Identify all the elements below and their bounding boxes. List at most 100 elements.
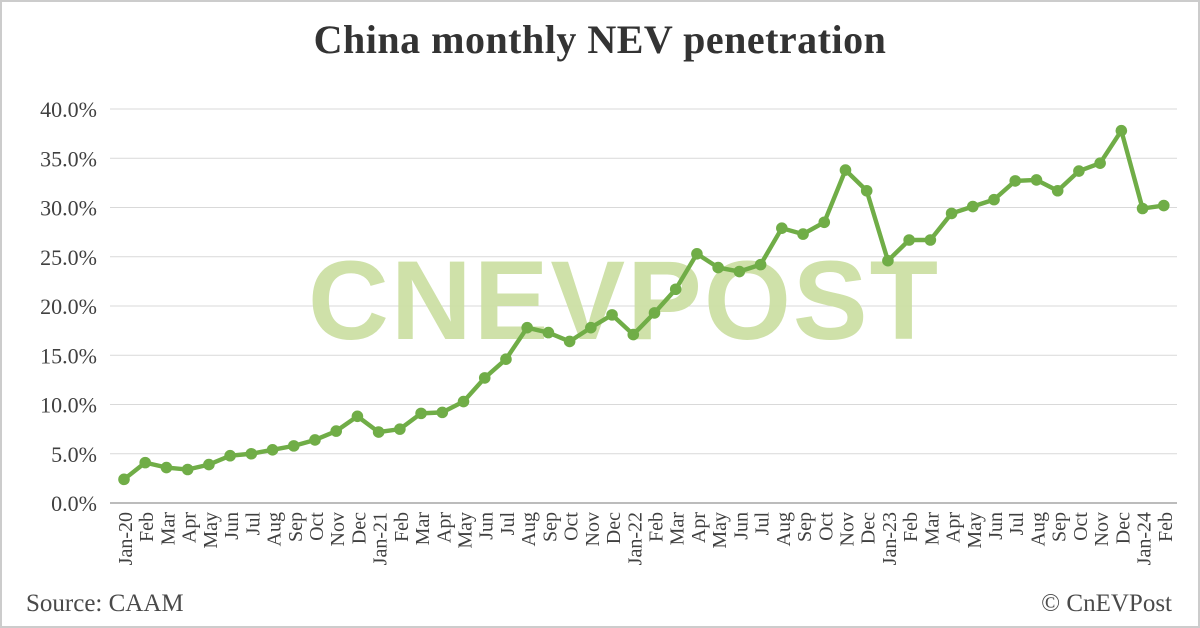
data-point	[521, 321, 533, 334]
data-point	[585, 321, 597, 334]
x-axis-tick-label: Feb	[646, 512, 668, 542]
x-axis-tick-label: Aug	[518, 512, 540, 546]
data-point	[181, 463, 194, 476]
x-axis-tick-label: Nov	[582, 512, 604, 546]
x-axis-tick-label: Feb	[136, 512, 158, 542]
data-point	[1073, 165, 1085, 177]
x-axis-tick-label: Aug	[1027, 512, 1049, 546]
x-axis-tick-label: Apr	[179, 512, 201, 543]
chart-footer: Source: CAAM © CnEVPost	[26, 590, 1172, 618]
x-axis-tick-label: May	[455, 512, 477, 549]
data-point	[500, 353, 512, 365]
x-axis-tick-label: Jan-24	[1134, 512, 1156, 565]
x-axis-tick-label: Mar	[412, 512, 434, 546]
data-point	[330, 425, 343, 437]
x-axis-tick-label: Jul	[1006, 512, 1028, 536]
x-axis-tick-label: Mar	[921, 512, 943, 546]
data-point	[882, 254, 894, 267]
x-axis-tick-label: Dec	[603, 512, 625, 544]
x-axis-tick-label: Nov	[327, 512, 349, 546]
x-axis-tick-label: Mar	[157, 512, 179, 546]
data-point	[945, 207, 958, 220]
x-axis-tick-label: Apr	[433, 512, 455, 543]
y-axis-tick-label: 30.0%	[40, 196, 97, 221]
data-point	[627, 328, 640, 341]
x-axis-tick-label: May	[200, 512, 222, 549]
data-point	[776, 222, 788, 234]
y-axis-tick-label: 10.0%	[40, 393, 97, 418]
x-axis-tick-label: Jun	[221, 512, 243, 540]
x-axis-tick-label: Apr	[688, 512, 710, 543]
data-point	[309, 434, 321, 446]
x-axis-tick-label: Jul	[752, 512, 774, 536]
y-axis-tick-label: 35.0%	[40, 146, 97, 171]
y-axis-tick-label: 0.0%	[51, 491, 97, 516]
data-point	[203, 458, 215, 471]
data-point	[1115, 124, 1128, 137]
data-point	[245, 447, 258, 460]
x-axis-tick-label: Aug	[264, 512, 286, 546]
data-point	[478, 372, 491, 384]
data-point	[394, 423, 406, 435]
x-axis-tick-label: Jun	[730, 512, 752, 540]
data-point	[648, 307, 661, 319]
data-point	[606, 309, 618, 321]
data-point	[118, 473, 130, 486]
data-point	[457, 395, 470, 408]
x-axis-tick-label: Mar	[667, 512, 689, 546]
data-point	[224, 449, 236, 462]
data-point	[691, 247, 703, 260]
data-point	[797, 228, 809, 240]
data-point	[266, 444, 279, 456]
data-point	[563, 335, 576, 348]
y-axis-tick-label: 15.0%	[40, 343, 97, 368]
x-axis-tick-label: Jan-20	[115, 512, 137, 565]
x-axis-tick-label: Feb	[391, 512, 413, 542]
credit-label: © CnEVPost	[1041, 590, 1172, 617]
data-point	[903, 234, 915, 246]
data-point	[139, 456, 152, 469]
data-point	[988, 193, 1000, 206]
data-point	[839, 164, 852, 176]
y-axis-tick-label: 5.0%	[51, 442, 97, 467]
source-label: Source: CAAM	[26, 590, 184, 617]
data-point	[436, 406, 449, 419]
x-axis-tick-label: Feb	[900, 512, 922, 542]
x-axis-tick-label: Aug	[773, 512, 795, 546]
x-axis-tick-label: Jun	[476, 512, 498, 540]
data-point	[160, 461, 173, 474]
x-axis-tick-label: Sep	[794, 512, 816, 542]
x-axis-tick-label: Sep	[539, 512, 561, 542]
x-axis-tick-label: Oct	[306, 512, 328, 541]
x-axis-tick-label: Jun	[985, 512, 1007, 540]
x-axis-tick-label: May	[964, 512, 986, 549]
x-axis-tick-label: Nov	[1091, 512, 1113, 546]
x-axis-tick-label: May	[709, 512, 731, 549]
x-axis-tick-label: Apr	[943, 512, 965, 543]
x-axis-tick-label: Jul	[497, 512, 519, 536]
x-axis-tick-label: Dec	[1112, 512, 1134, 544]
x-axis-tick-label: Jan-21	[370, 512, 392, 565]
watermark-logo: CNEVPOST	[308, 238, 940, 363]
data-point	[860, 184, 873, 197]
data-point	[924, 234, 937, 246]
data-point	[712, 261, 724, 274]
chart-title: China monthly NEV penetration	[313, 17, 887, 62]
data-point	[287, 440, 300, 452]
data-point	[415, 407, 427, 420]
data-point	[1051, 184, 1064, 197]
x-axis-tick-label: Oct	[815, 512, 837, 541]
data-point	[1030, 174, 1043, 186]
data-point	[1157, 199, 1170, 212]
x-axis-tick-label: Oct	[561, 512, 583, 541]
data-point	[754, 258, 767, 271]
data-point	[1094, 157, 1106, 169]
data-point	[1136, 202, 1149, 215]
x-axis-tick-label: Oct	[1070, 512, 1092, 541]
data-point	[818, 216, 831, 229]
x-axis-tick-label: Jan-23	[879, 512, 901, 565]
y-axis-tick-label: 40.0%	[40, 97, 97, 122]
data-point	[351, 410, 364, 423]
